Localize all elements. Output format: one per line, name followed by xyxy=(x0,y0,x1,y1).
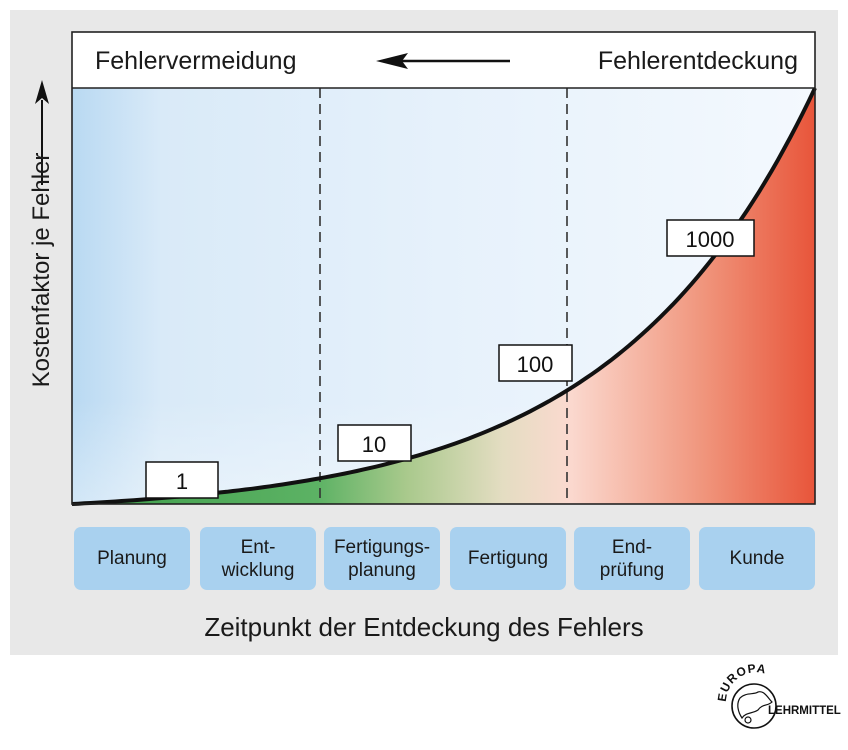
stage-fertigung: Fertigung xyxy=(450,527,566,590)
left-arrow-icon xyxy=(376,53,510,69)
x-axis-title: Zeitpunkt der Entdeckung des Fehlers xyxy=(204,612,644,642)
stage-entwicklung: Ent- wicklung xyxy=(200,527,316,590)
stage-planung: Planung xyxy=(74,527,190,590)
logo-bottom-text: LEHRMITTEL xyxy=(768,705,841,717)
cost-marker-1000-label: 1000 xyxy=(686,227,735,252)
cost-marker-10: 10 xyxy=(337,424,412,462)
cost-marker-100: 100 xyxy=(498,344,573,382)
cost-marker-100-label: 100 xyxy=(517,352,554,377)
cost-marker-1-label: 1 xyxy=(176,469,188,494)
chart-frame xyxy=(71,31,816,505)
y-axis-title: Kostenfaktor je Fehler xyxy=(28,152,55,388)
header-left-label: Fehlervermeidung xyxy=(95,47,297,75)
cost-marker-1: 1 xyxy=(145,461,219,499)
y-axis-arrow-icon xyxy=(35,80,49,185)
y-axis-title-wrap: Kostenfaktor je Fehler xyxy=(20,80,64,460)
stage-kunde: Kunde xyxy=(699,527,815,590)
cost-marker-10-label: 10 xyxy=(362,432,386,457)
cost-area-fill xyxy=(72,88,815,504)
europa-lehrmittel-logo: EUROPA LEHRMITTEL xyxy=(715,662,841,729)
header-right-label: Fehlerentdeckung xyxy=(598,47,798,75)
stage-fertigungsplanung: Fertigungs- planung xyxy=(324,527,440,590)
stage-endpruefung: End- prüfung xyxy=(574,527,690,590)
cost-marker-1000: 1000 xyxy=(666,219,755,257)
